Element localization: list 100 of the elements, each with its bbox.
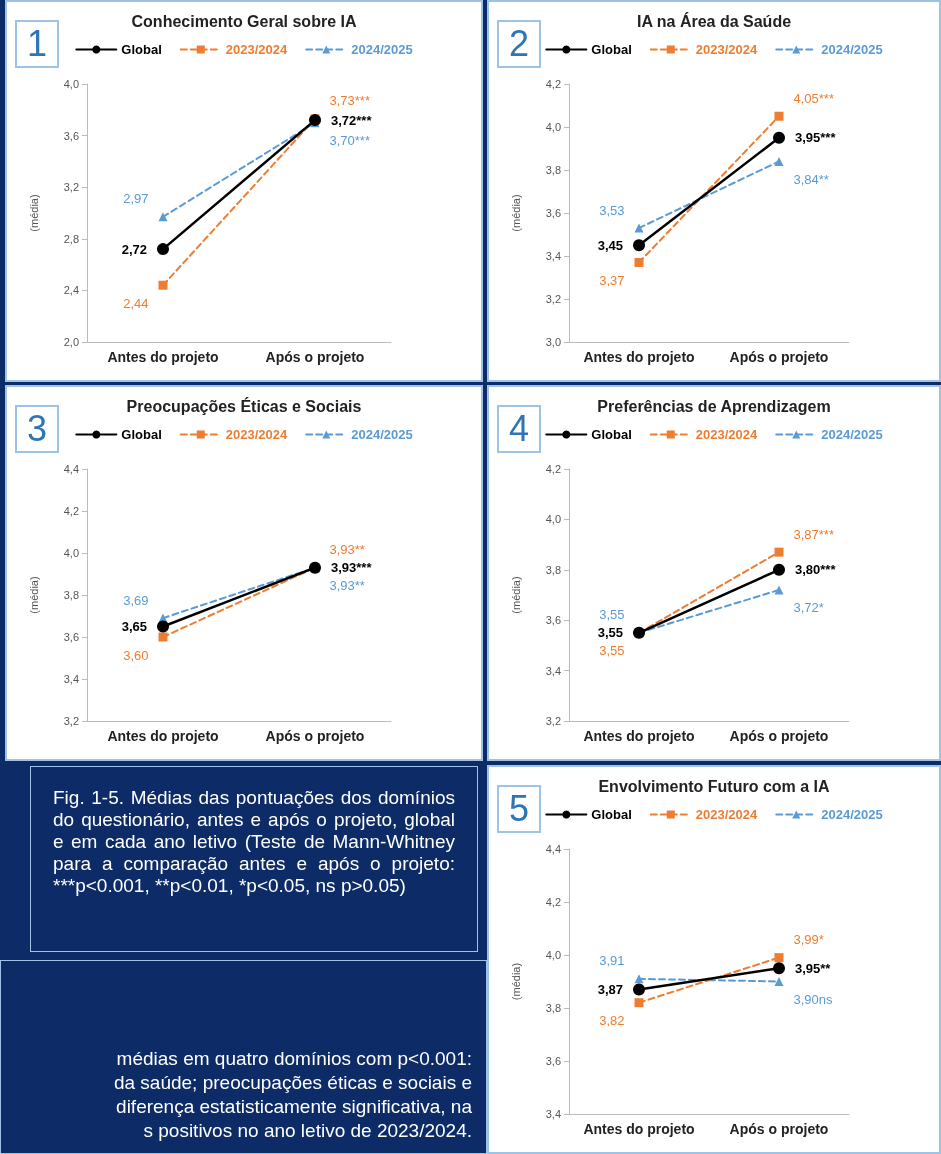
legend-label: Global [591,42,632,57]
y-tick-label: 3,4 [545,664,561,677]
point [634,257,644,267]
y-tick-label: 4,4 [63,463,79,475]
y-tick-label: 4,2 [545,896,561,908]
y-tick-label: 3,6 [63,129,79,142]
legend-label: 2024/2025 [351,427,413,442]
point [157,620,169,633]
x-tick-label: Após o projeto [265,349,365,365]
x-tick-label: Após o projeto [729,349,829,365]
y-tick-label: 3,0 [545,336,561,348]
legend-label: Global [591,807,632,822]
text: diferença estatisticamente significativa, na [115,1095,472,1119]
y-tick-label: 3,6 [63,631,79,643]
chart-title: Preferências de Aprendizagem [597,397,831,415]
text: médias em quatro domínios com p<0.001: [115,1047,472,1071]
y-axis-title: (média) [509,194,522,232]
data-label: 3,55 [599,643,625,659]
y-tick-label: 3,8 [545,1002,561,1014]
data-label: 2,72 [121,241,147,257]
data-label: 3,99* [793,932,824,948]
point [773,131,785,144]
point [157,243,169,256]
text: da saúde; preocupações éticas e sociais e [112,1071,472,1095]
data-label: 3,60 [123,647,149,663]
text: 2 [497,20,541,68]
point [773,563,785,576]
y-axis-title: (média) [27,194,40,232]
data-label: 4,05*** [793,90,834,106]
point [158,632,168,642]
x-tick-label: Após o projeto [729,728,829,744]
y-tick-label: 2,4 [63,284,79,297]
y-axis-title: (média) [509,962,522,1001]
chart-title: Envolvimento Futuro com a IA [598,777,831,795]
y-tick-label: 4,0 [545,949,561,961]
data-label: 3,91 [599,953,625,969]
y-tick-label: 3,6 [545,614,561,627]
legend-label: 2023/2024 [695,427,758,442]
legend-label: 2024/2025 [821,807,883,822]
y-tick-label: 3,6 [545,1055,561,1067]
legend-label: 2023/2024 [695,807,758,822]
y-tick-label: 3,2 [63,181,79,194]
data-label: 3,55 [597,625,623,641]
legend-label: 2024/2025 [821,427,883,442]
point [158,280,168,290]
text: 1 [15,20,59,68]
data-label: 3,93** [329,578,365,594]
data-label: 3,53 [599,202,625,218]
y-tick-label: 3,2 [63,715,79,727]
caption: Fig. 1-5. Médias das pontuações dos domínios do questionário, antes e após o projeto, global e em cada ano letivo (Teste de Mann-Whitney para a comparação antes e após o projeto: ***p<0.001, **p<0.01, *p<0.05, ns p>0.05) [52,786,456,898]
text: 5 [497,785,541,833]
legend-label: Global [121,42,162,57]
point [774,547,784,557]
legend-label: 2024/2025 [821,42,883,57]
data-label: 3,95*** [795,130,837,146]
y-tick-label: 3,4 [545,1108,561,1120]
point [633,983,645,996]
data-label: 3,87 [597,981,623,997]
x-tick-label: Antes do projeto [583,1121,695,1137]
chart-title: Conhecimento Geral sobre IA [131,12,357,30]
x-tick-label: Antes do projeto [583,349,695,365]
legend-label: 2023/2024 [225,42,288,57]
data-label: 3,73*** [329,93,370,109]
y-axis-title: (média) [27,576,40,614]
legend-label: Global [591,427,632,442]
chart-title: Preocupações Éticas e Sociais [126,396,362,415]
data-label: 3,84** [793,171,829,187]
y-tick-label: 3,8 [63,589,79,601]
data-label: 3,72* [793,600,824,616]
x-tick-label: Antes do projeto [107,728,219,744]
x-tick-label: Antes do projeto [583,728,695,744]
y-tick-label: 4,2 [63,505,79,517]
point [774,111,784,121]
x-tick-label: Após o projeto [729,1121,829,1137]
data-label: 3,93*** [331,560,373,576]
y-tick-label: 4,0 [545,513,561,526]
data-label: 3,72*** [331,112,373,128]
data-label: 2,97 [123,191,149,207]
y-tick-label: 4,0 [63,78,79,90]
data-label: 3,93** [329,542,365,558]
y-tick-label: 3,8 [545,164,561,176]
legend-label: 2023/2024 [695,42,758,57]
point [633,239,645,252]
text: 3 [15,405,59,453]
data-label: 3,55 [599,607,625,623]
y-tick-label: 4,4 [545,843,561,855]
y-tick-label: 3,2 [545,715,561,727]
y-tick-label: 3,4 [63,673,79,685]
y-tick-label: 4,0 [545,121,561,133]
data-label: 3,80*** [795,562,837,578]
y-tick-label: 3,4 [545,250,561,262]
data-label: 3,90ns [793,992,834,1007]
legend-label: Global [121,427,162,442]
data-label: 3,95** [795,960,832,976]
data-label: 3,87*** [793,526,834,542]
y-tick-label: 4,0 [63,547,79,559]
y-tick-label: 4,2 [545,78,561,90]
x-tick-label: Após o projeto [265,728,365,744]
point [773,962,785,975]
y-tick-label: 3,2 [545,293,561,305]
